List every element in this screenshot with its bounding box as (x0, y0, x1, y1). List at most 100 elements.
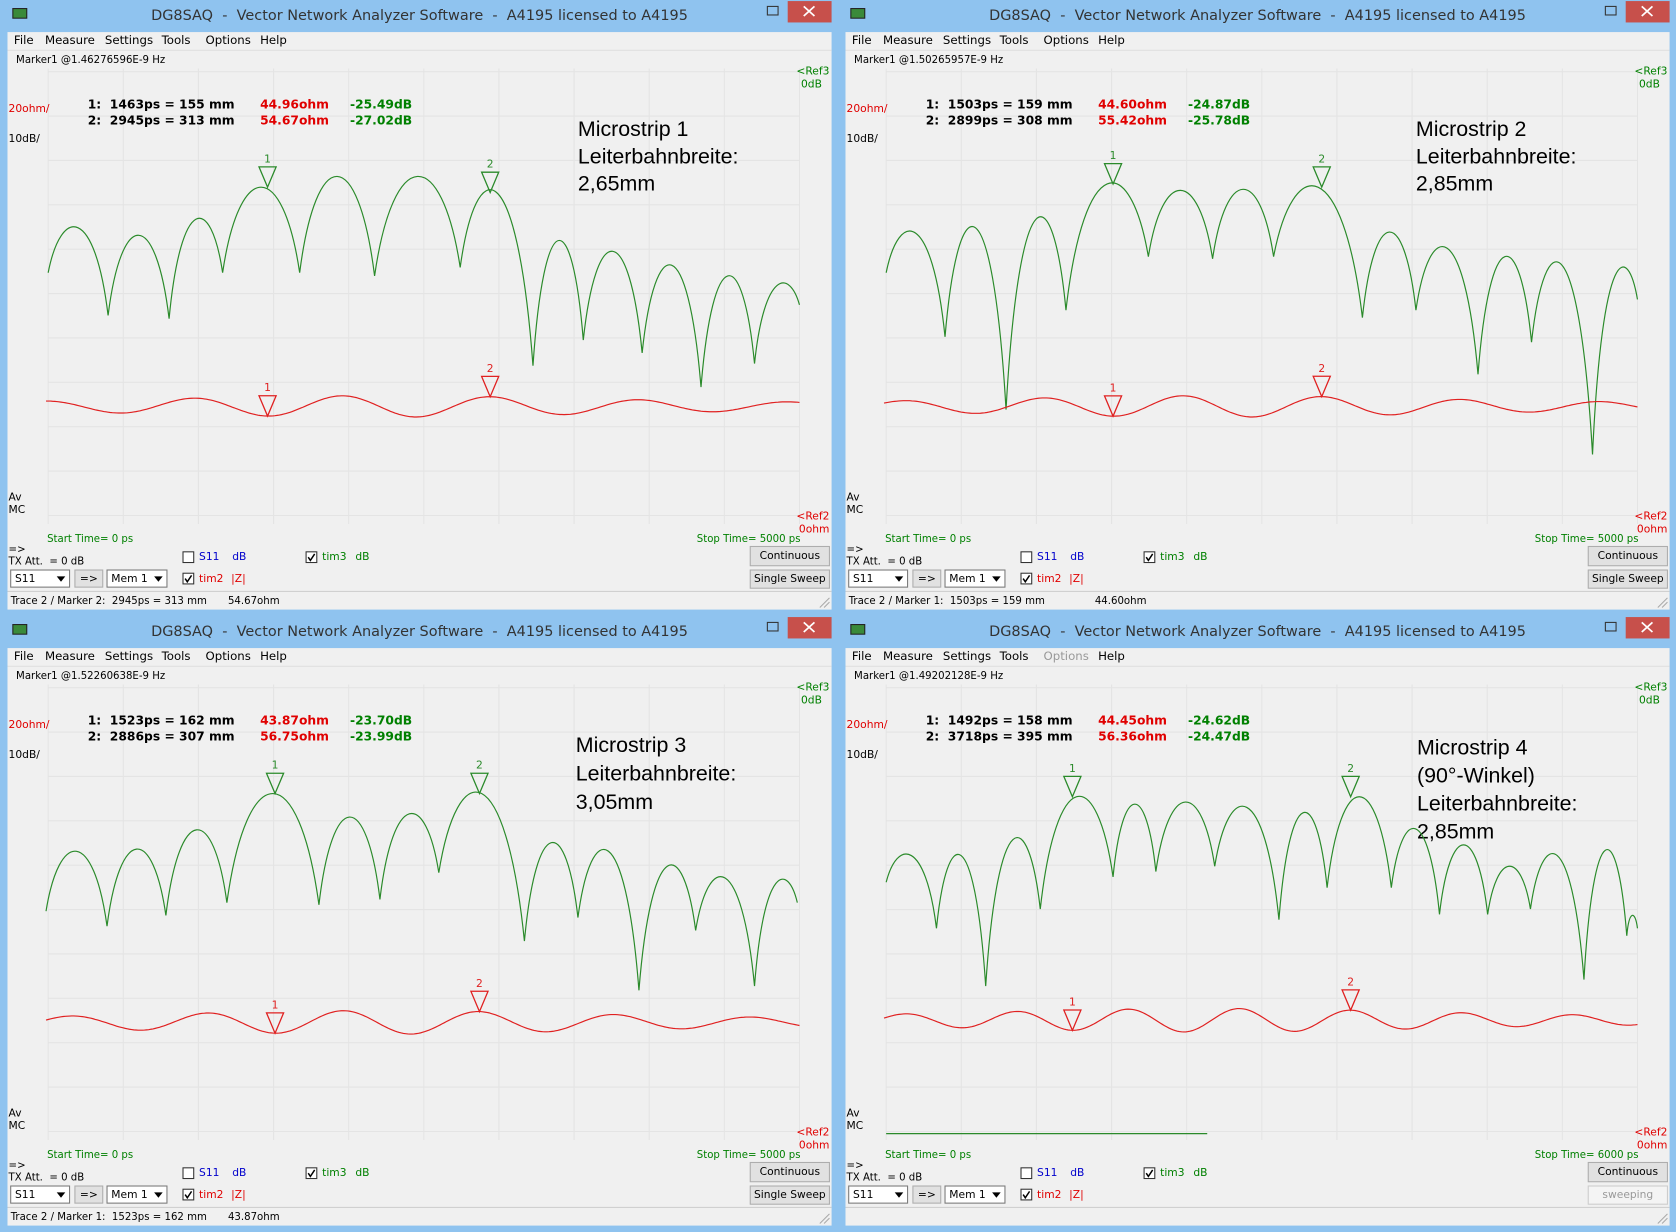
menu-item[interactable]: File (14, 649, 34, 663)
tim2-toggle[interactable]: tim2 (199, 572, 223, 585)
checkbox[interactable] (1143, 551, 1156, 564)
continuous-button[interactable] (749, 1161, 830, 1183)
checkbox[interactable] (182, 1167, 195, 1180)
memory-select[interactable] (106, 1185, 168, 1204)
s11-toggle[interactable]: S11 (199, 550, 219, 563)
sweep-button[interactable] (749, 1185, 830, 1205)
checkbox[interactable] (1020, 572, 1033, 585)
vna-window: DG8SAQ - Vector Network Analyzer Softwar… (838, 0, 1676, 616)
menu-item[interactable]: File (14, 33, 34, 47)
checkbox[interactable] (182, 572, 195, 585)
tim2-toggle[interactable]: tim2 (1037, 1188, 1061, 1201)
resize-grip (1657, 597, 1668, 608)
maximize-button[interactable] (766, 5, 779, 16)
arrow-label: => (847, 1161, 864, 1172)
marker-readout: 2: 3718ps = 395 mm (926, 729, 1073, 743)
menu-item[interactable]: Settings (105, 649, 153, 663)
marker-number: 1 (1110, 381, 1117, 394)
maximize-button[interactable] (1604, 5, 1617, 16)
memory-select[interactable] (944, 569, 1006, 588)
window-title: DG8SAQ - Vector Network Analyzer Softwar… (151, 624, 688, 640)
checkbox[interactable] (1020, 1188, 1033, 1201)
continuous-button[interactable] (749, 545, 830, 567)
memory-select[interactable] (106, 569, 168, 588)
tim3-toggle[interactable]: tim3 (1160, 550, 1184, 563)
menu-item[interactable]: Settings (105, 33, 153, 47)
apply-button-text: => (80, 1188, 98, 1201)
trace-s11-db (45, 791, 798, 991)
menu-item[interactable]: Settings (943, 649, 991, 663)
parameter-select[interactable] (848, 569, 909, 588)
menu-item[interactable]: File (852, 649, 872, 663)
s11-toggle[interactable]: S11 (1037, 1166, 1057, 1179)
menu-item[interactable]: Help (1098, 33, 1125, 47)
menu-item[interactable]: Measure (883, 33, 933, 47)
tim2-toggle[interactable]: tim2 (1037, 572, 1061, 585)
checkbox[interactable] (305, 551, 318, 564)
menu-item[interactable]: Measure (45, 33, 95, 47)
maximize-button[interactable] (766, 621, 779, 632)
sweep-button[interactable] (1587, 1185, 1668, 1205)
checkbox[interactable] (1143, 1167, 1156, 1180)
menu-item[interactable]: Options (1043, 33, 1088, 47)
marker-triangle-red (480, 375, 500, 399)
tim3-toggle[interactable]: tim3 (322, 1166, 346, 1179)
menu-item[interactable]: Tools (161, 649, 191, 663)
menu-item[interactable]: Settings (943, 33, 991, 47)
continuous-button[interactable] (1587, 1161, 1668, 1183)
menu-item[interactable]: Options (205, 33, 250, 47)
marker-triangle-green (469, 772, 489, 796)
apply-button[interactable] (912, 569, 942, 588)
marker-triangle-green (1062, 775, 1082, 799)
marker-info: Marker1 @1.46276596E-9 Hz (16, 55, 165, 66)
menu-item[interactable]: Tools (161, 33, 191, 47)
menu-item[interactable]: Tools (999, 33, 1029, 47)
menu-item[interactable]: Tools (999, 649, 1029, 663)
marker-impedance: 43.87ohm (260, 713, 329, 727)
menu-item[interactable]: Options (205, 649, 250, 663)
marker-triangle-green (1341, 775, 1361, 799)
checkbox[interactable] (182, 1188, 195, 1201)
parameter-select[interactable] (848, 1185, 909, 1204)
annotation: Microstrip 3 (576, 733, 687, 757)
menu-item[interactable]: Help (1098, 649, 1125, 663)
client-area (845, 648, 1670, 1226)
s11-toggle[interactable]: S11 (199, 1166, 219, 1179)
status-text: Trace 2 / Marker 2: 2945ps = 313 mm (10, 596, 207, 607)
window-title: DG8SAQ - Vector Network Analyzer Softwar… (989, 8, 1526, 24)
s11-unit: dB (1070, 550, 1084, 563)
maximize-button[interactable] (1604, 621, 1617, 632)
continuous-button[interactable] (1587, 545, 1668, 567)
tim3-toggle[interactable]: tim3 (1160, 1166, 1184, 1179)
parameter-select[interactable] (10, 1185, 71, 1204)
tx-attenuation: TX Att. = 0 dB (846, 556, 923, 567)
sweep-button[interactable] (749, 569, 830, 589)
status-text: Trace 2 / Marker 1: 1523ps = 162 mm (10, 1212, 207, 1223)
apply-button[interactable] (74, 569, 104, 588)
checkbox[interactable] (1020, 551, 1033, 564)
menu-item[interactable]: Measure (883, 649, 933, 663)
apply-button[interactable] (74, 1185, 104, 1204)
menu-item[interactable]: Help (260, 649, 287, 663)
menu-item[interactable]: File (852, 33, 872, 47)
checkbox[interactable] (182, 551, 195, 564)
tim3-toggle[interactable]: tim3 (322, 550, 346, 563)
status-value: 43.87ohm (228, 1212, 280, 1223)
ref2-label: <Ref2 (1634, 510, 1667, 523)
averaging-label: Av (9, 1106, 22, 1119)
menu-item[interactable]: Measure (45, 649, 95, 663)
dropdown-arrow (56, 576, 66, 582)
ref3-value: 0dB (801, 693, 822, 706)
checkmark (184, 574, 193, 584)
memory-select[interactable] (944, 1185, 1006, 1204)
s11-toggle[interactable]: S11 (1037, 550, 1057, 563)
menu-item[interactable]: Options (1043, 649, 1088, 663)
parameter-select[interactable] (10, 569, 71, 588)
checkbox[interactable] (305, 1167, 318, 1180)
marker-number: 2 (1318, 362, 1325, 375)
apply-button[interactable] (912, 1185, 942, 1204)
sweep-button[interactable] (1587, 569, 1668, 589)
menu-item[interactable]: Help (260, 33, 287, 47)
checkbox[interactable] (1020, 1167, 1033, 1180)
tim2-toggle[interactable]: tim2 (199, 1188, 223, 1201)
